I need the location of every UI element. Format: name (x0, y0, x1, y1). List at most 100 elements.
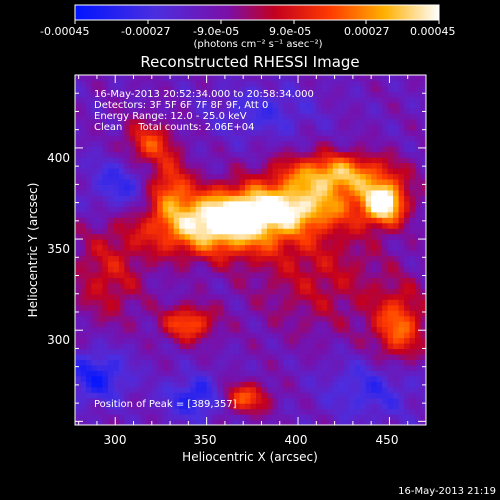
heatmap-cell (398, 184, 405, 191)
heatmap-cell (195, 102, 202, 109)
heatmap-cell (360, 414, 367, 421)
heatmap-cell (404, 353, 411, 360)
heatmap-cell (310, 342, 317, 350)
heatmap-cell (190, 271, 197, 278)
heatmap-cell (173, 353, 180, 360)
heatmap-cell (349, 414, 356, 421)
heatmap-cell (190, 233, 197, 240)
heatmap-cell (206, 288, 213, 295)
heatmap-cell (393, 342, 400, 350)
heatmap-cell (288, 200, 295, 207)
heatmap-cell (195, 304, 202, 311)
heatmap-cell (376, 375, 383, 382)
heatmap-cell (409, 370, 416, 377)
heatmap-cell (168, 85, 175, 93)
heatmap-cell (173, 277, 180, 284)
heatmap-cell (398, 228, 405, 235)
heatmap-cell (283, 96, 290, 103)
heatmap-cell (124, 342, 131, 350)
heatmap-cell (272, 206, 279, 213)
heatmap-cell (146, 370, 153, 377)
heatmap-cell (299, 260, 306, 268)
heatmap-cell (245, 239, 252, 246)
heatmap-cell (118, 178, 125, 185)
heatmap-cell (272, 359, 279, 366)
heatmap-cell (288, 75, 295, 82)
heatmap-cell (234, 310, 241, 317)
heatmap-cell (371, 332, 378, 339)
heatmap-cell (272, 386, 279, 393)
heatmap-cell (294, 239, 301, 246)
heatmap-cell (299, 211, 306, 218)
heatmap-cell (146, 200, 153, 207)
heatmap-cell (266, 414, 274, 421)
heatmap-cell (387, 260, 394, 268)
heatmap-cell (223, 244, 230, 251)
heatmap-cell (75, 403, 82, 410)
heatmap-cell (124, 96, 131, 103)
heatmap-cell (206, 375, 213, 382)
heatmap-cell (409, 293, 416, 300)
heatmap-cell (277, 282, 284, 289)
heatmap-cell (250, 162, 257, 169)
heatmap-cell (212, 151, 219, 158)
heatmap-cell (409, 91, 416, 98)
heatmap-cell (228, 392, 235, 399)
heatmap-cell (398, 162, 405, 169)
heatmap-cell (135, 293, 142, 300)
heatmap-cell (80, 304, 87, 311)
heatmap-cell (338, 375, 345, 382)
heatmap-cell (294, 403, 301, 410)
heatmap-cell (234, 173, 241, 180)
heatmap-cell (283, 353, 290, 360)
heatmap-cell (299, 102, 306, 109)
heatmap-cell (354, 304, 361, 311)
heatmap-cell (91, 129, 98, 136)
heatmap-cell (118, 118, 125, 125)
heatmap-cell (168, 222, 175, 229)
heatmap-cell (294, 244, 301, 251)
heatmap-cell (338, 135, 345, 142)
heatmap-cell (316, 118, 323, 125)
heatmap-cell (349, 91, 356, 98)
heatmap-cell (360, 244, 367, 251)
heatmap-cell (217, 288, 224, 295)
heatmap-cell (85, 96, 93, 103)
heatmap-cell (404, 167, 411, 175)
heatmap-cell (173, 364, 180, 371)
heatmap-cell (234, 381, 241, 388)
heatmap-cell (234, 293, 241, 300)
heatmap-cell (245, 206, 252, 213)
heatmap-cell (113, 326, 120, 333)
heatmap-cell (162, 96, 169, 103)
heatmap-cell (223, 255, 230, 262)
heatmap-cell (113, 222, 120, 229)
heatmap-cell (250, 211, 257, 218)
heatmap-cell (288, 381, 295, 388)
heatmap-cell (398, 386, 405, 393)
heatmap-cell (124, 244, 131, 251)
heatmap-cell (420, 228, 426, 235)
heatmap-cell (327, 200, 334, 207)
heatmap-cell (338, 386, 345, 393)
heatmap-cell (420, 217, 426, 224)
heatmap-cell (404, 299, 411, 306)
heatmap-cell (398, 364, 405, 371)
heatmap-cell (118, 271, 125, 278)
heatmap-cell (277, 80, 284, 87)
heatmap-cell (223, 91, 230, 98)
heatmap-cell (338, 217, 345, 224)
heatmap-cell (404, 260, 411, 268)
heatmap-cell (398, 102, 405, 109)
heatmap-cell (354, 260, 361, 268)
heatmap-cell (299, 353, 306, 360)
heatmap-cell (124, 135, 131, 142)
heatmap-cell (305, 310, 312, 317)
heatmap-cell (239, 348, 246, 355)
heatmap-cell (272, 282, 279, 289)
heatmap-cell (135, 228, 142, 235)
heatmap-cell (398, 96, 405, 103)
heatmap-cell (80, 75, 87, 82)
heatmap-cell (404, 342, 411, 350)
heatmap-cell (360, 304, 367, 311)
